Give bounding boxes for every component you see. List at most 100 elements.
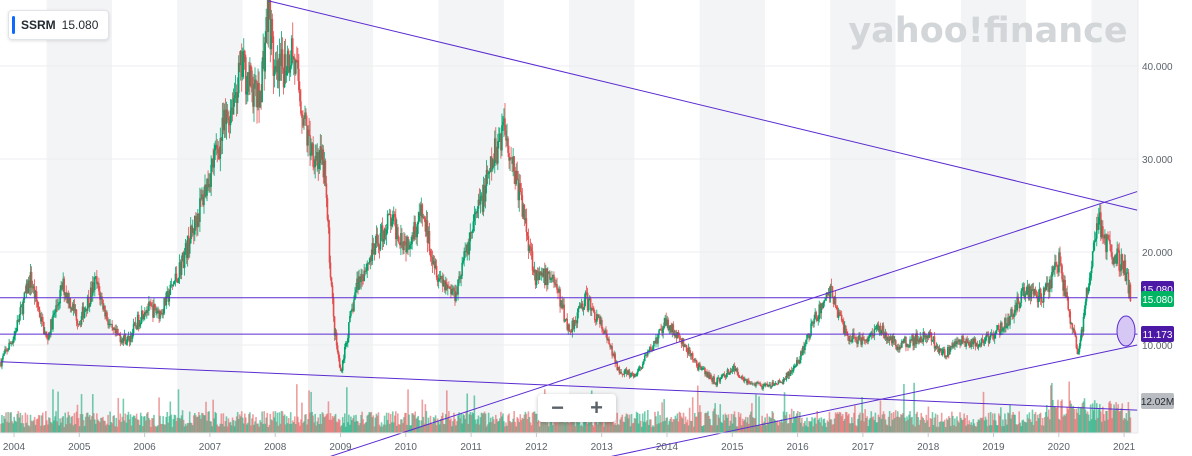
volume-bar: [984, 416, 987, 433]
volume-bar: [672, 419, 675, 433]
candle-body: [467, 243, 470, 255]
candle-body: [919, 336, 922, 343]
volume-bar: [144, 416, 146, 433]
candle-body: [772, 382, 775, 386]
candle-body: [526, 232, 529, 236]
candle-body: [956, 341, 958, 345]
candle-body: [507, 138, 509, 153]
volume-bar: [1041, 418, 1044, 433]
volume-bar: [873, 420, 876, 433]
volume-bar: [908, 414, 910, 433]
volume-bar: [261, 411, 263, 433]
candle-body: [487, 173, 490, 175]
volume-bar: [1112, 410, 1114, 433]
zoom-out-button[interactable]: −: [551, 395, 564, 420]
volume-bar: [1084, 409, 1087, 433]
candle-body: [735, 368, 738, 370]
candle-body: [201, 194, 203, 199]
volume-bar: [149, 419, 151, 433]
candle-body: [367, 262, 370, 264]
volume-bar: [715, 414, 717, 433]
volume-bar: [939, 421, 942, 433]
volume-bar: [1013, 414, 1015, 433]
candle-body: [317, 152, 320, 169]
candle-body: [804, 343, 806, 351]
volume-bar: [389, 414, 392, 433]
volume-bar: [228, 422, 231, 433]
volume-bar: [197, 416, 199, 433]
volume-bar: [339, 426, 342, 433]
candle-body: [200, 198, 202, 200]
volume-bar: [405, 413, 407, 433]
volume-bar: [55, 411, 57, 433]
volume-bar: [584, 411, 587, 433]
candle-body: [204, 184, 206, 198]
volume-bar: [139, 412, 142, 433]
volume-bar: [684, 416, 687, 433]
volume-bar: [683, 424, 686, 433]
candle-body: [327, 219, 330, 228]
volume-bar: [418, 420, 421, 433]
volume-bar: [111, 423, 113, 433]
volume-bar: [100, 417, 102, 433]
candle-body: [108, 324, 110, 326]
candle-body: [841, 320, 844, 323]
volume-bar: [810, 421, 812, 433]
volume-bar: [661, 402, 663, 433]
candle-body: [307, 129, 309, 146]
candle-body: [415, 231, 418, 238]
candle-body: [755, 383, 757, 387]
candle-body: [542, 268, 545, 277]
volume-bar: [465, 411, 468, 433]
volume-bar: [929, 418, 932, 433]
volume-bar: [917, 417, 920, 433]
zoom-in-button[interactable]: +: [590, 395, 603, 420]
volume-bar: [765, 425, 767, 433]
candle-body: [395, 217, 397, 240]
candle-body: [766, 383, 768, 387]
volume-bar: [960, 417, 962, 433]
volume-bar: [34, 424, 37, 433]
volume-bar: [206, 420, 208, 433]
candle-body: [626, 372, 629, 374]
ticker-chip[interactable]: SSRM 15.080: [8, 10, 110, 40]
volume-bar: [522, 418, 525, 433]
volume-bar: [79, 414, 82, 433]
volume-bar: [637, 423, 640, 433]
volume-bar: [963, 413, 965, 433]
volume-bar: [886, 425, 889, 433]
candle-body: [313, 166, 315, 168]
candle-body: [716, 378, 718, 386]
volume-bar: [367, 414, 370, 433]
candle-body: [614, 353, 616, 364]
volume-bar: [276, 412, 279, 433]
candle-body: [149, 301, 151, 304]
volume-bar: [229, 421, 232, 433]
volume-bar: [1125, 413, 1128, 433]
candle-body: [603, 330, 605, 334]
candle-body: [977, 346, 980, 348]
candle-body: [787, 371, 790, 377]
volume-bar: [298, 422, 300, 433]
volume-bar: [32, 420, 35, 433]
volume-bar: [994, 420, 997, 433]
candle-body: [431, 257, 434, 264]
candle-body: [537, 273, 540, 280]
volume-bar: [611, 413, 613, 433]
volume-bar: [393, 415, 396, 433]
volume-bar: [129, 414, 132, 433]
volume-bar: [521, 417, 524, 433]
volume-bar: [920, 413, 923, 433]
candle-body: [718, 377, 721, 382]
volume-bar: [449, 420, 451, 433]
candle-body: [46, 335, 48, 338]
volume-bar: [356, 420, 358, 433]
volume-bar: [321, 412, 324, 433]
volume-bar: [181, 410, 184, 433]
volume-bar: [1066, 407, 1068, 433]
candle-body: [74, 309, 77, 311]
volume-bar: [741, 418, 744, 433]
volume-bar: [451, 426, 453, 433]
volume-bar: [510, 422, 512, 433]
